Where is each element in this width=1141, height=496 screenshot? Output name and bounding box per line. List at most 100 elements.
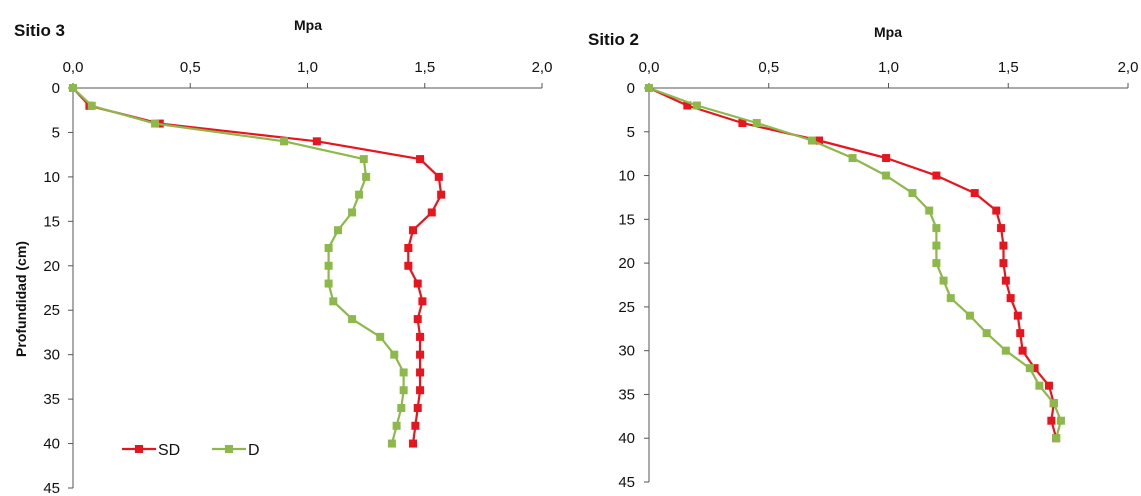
data-point-sd xyxy=(416,386,425,395)
x-tick-label: 1,5 xyxy=(998,59,1019,76)
data-point-d xyxy=(946,294,955,303)
data-point-d xyxy=(397,404,406,412)
data-point-d xyxy=(387,439,396,448)
data-point-d xyxy=(376,332,385,341)
series-line-d xyxy=(648,86,1063,439)
data-point-sd xyxy=(1001,276,1010,285)
y-tick-label: 35 xyxy=(43,391,60,408)
data-point-sd xyxy=(404,261,413,270)
data-point-d xyxy=(324,261,333,270)
x-tick-label: 0,5 xyxy=(180,59,201,76)
data-point-d xyxy=(939,276,948,285)
data-point-sd xyxy=(683,101,692,110)
data-point-sd xyxy=(312,137,321,146)
x-axis-title: Mpa xyxy=(294,17,322,33)
x-tick-label: 1,0 xyxy=(878,59,899,76)
data-point-sd xyxy=(1047,416,1056,425)
y-tick-label: 45 xyxy=(43,480,60,496)
data-point-sd xyxy=(409,439,418,448)
legend-label-sd: SD xyxy=(158,442,180,459)
data-point-d xyxy=(359,155,368,164)
data-point-d xyxy=(362,172,371,181)
data-point-sd xyxy=(970,189,979,198)
x-tick-label: 1,0 xyxy=(297,59,318,76)
data-point-d xyxy=(355,190,364,199)
y-tick-label: 5 xyxy=(627,124,635,141)
data-point-d xyxy=(932,259,941,268)
data-point-sd xyxy=(992,206,1001,215)
data-point-d xyxy=(908,189,917,198)
data-point-sd xyxy=(413,279,422,288)
legend-label-d: D xyxy=(248,442,260,459)
data-point-sd xyxy=(413,404,422,412)
data-point-sd xyxy=(815,136,824,145)
chart-title: Sitio 3 xyxy=(14,21,65,40)
data-point-d xyxy=(882,171,891,180)
data-point-sd xyxy=(738,119,747,128)
chart-panel-sitio-3: Sitio 3 Mpa Profundidad (cm) 0,0 0,5 1,0 1,… xyxy=(13,17,552,496)
y-tick-label: 20 xyxy=(43,258,60,275)
data-point-d xyxy=(399,386,408,395)
x-tick-label: 0,5 xyxy=(758,59,779,76)
y-tick-label: 0 xyxy=(627,80,635,97)
data-point-sd xyxy=(434,172,443,181)
data-point-d xyxy=(965,311,974,320)
data-point-d xyxy=(1049,399,1058,408)
x-tick-label: 2,0 xyxy=(532,59,553,76)
data-point-sd xyxy=(416,332,425,341)
data-point-sd xyxy=(1018,346,1027,355)
data-point-d xyxy=(87,101,96,110)
data-point-d xyxy=(348,208,357,217)
data-point-sd xyxy=(1030,364,1039,373)
data-point-d xyxy=(925,206,934,215)
data-point-sd xyxy=(409,226,418,235)
data-point-d xyxy=(1025,364,1034,373)
y-tick-label: 15 xyxy=(43,213,60,230)
data-point-sd xyxy=(882,154,891,163)
data-point-d xyxy=(390,350,399,359)
y-axis-title: Profundidad (cm) xyxy=(13,241,29,357)
series-line-d xyxy=(72,87,405,444)
chart-title: Sitio 2 xyxy=(588,30,639,49)
legend-marker-sd xyxy=(135,445,143,453)
data-point-sd xyxy=(1044,381,1053,390)
data-point-d xyxy=(807,136,816,145)
y-tick-label: 30 xyxy=(43,347,60,364)
data-point-sd xyxy=(1013,311,1022,320)
y-tick-label: 40 xyxy=(43,436,60,453)
y-tick-label: 5 xyxy=(52,124,60,141)
data-point-d xyxy=(982,329,991,338)
y-tick-label: 45 xyxy=(618,474,635,491)
data-point-d xyxy=(932,224,941,233)
data-point-d xyxy=(1052,434,1061,443)
x-tick-label: 1,5 xyxy=(414,59,435,76)
x-tick-label: 0,0 xyxy=(63,59,84,76)
data-point-d xyxy=(324,244,333,252)
data-point-sd xyxy=(997,224,1006,233)
y-tick-label: 25 xyxy=(43,302,60,319)
y-tick-label: 20 xyxy=(618,255,635,272)
data-point-sd xyxy=(416,350,425,359)
data-point-d xyxy=(348,315,357,324)
data-point-sd xyxy=(999,241,1008,250)
y-tick-label: 0 xyxy=(52,80,60,97)
x-tick-label: 2,0 xyxy=(1118,59,1139,76)
data-point-sd xyxy=(413,315,422,324)
y-tick-label: 30 xyxy=(618,343,635,360)
data-point-d xyxy=(1056,416,1065,425)
data-point-sd xyxy=(437,190,446,199)
data-point-d xyxy=(752,119,761,128)
legend-marker-d xyxy=(225,445,233,453)
chart-panel-sitio-2: Sitio 2 Mpa 0,0 0,5 1,0 1,5 2,0 0 5 10 15 20 25 30 3… xyxy=(588,24,1138,491)
y-tick-label: 35 xyxy=(618,386,635,403)
data-point-sd xyxy=(999,259,1008,268)
data-point-d xyxy=(324,279,333,288)
data-point-d xyxy=(645,84,653,92)
y-tick-label: 15 xyxy=(618,211,635,228)
data-point-sd xyxy=(411,421,420,430)
data-point-d xyxy=(399,368,408,377)
y-tick-label: 40 xyxy=(618,430,635,447)
data-point-d xyxy=(932,241,941,250)
data-point-d xyxy=(69,84,77,92)
